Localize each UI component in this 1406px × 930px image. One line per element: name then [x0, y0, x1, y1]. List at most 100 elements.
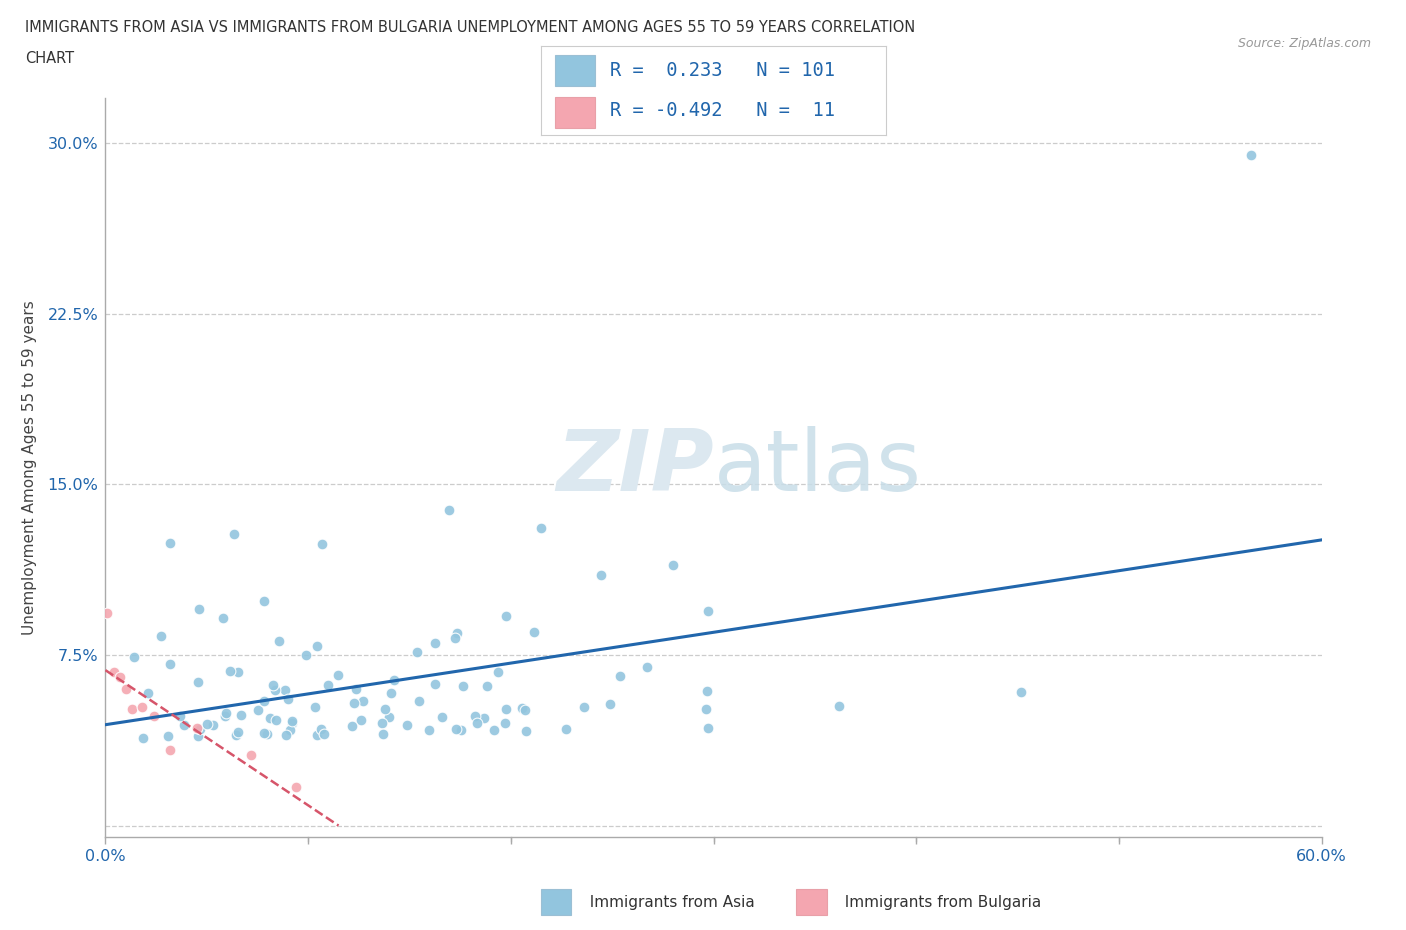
Point	[574, 699, 596, 714]
Point	[408, 694, 430, 709]
Text: CHART: CHART	[25, 51, 75, 66]
Point	[259, 711, 281, 725]
Point	[430, 710, 453, 724]
Text: R = -0.492   N =  11: R = -0.492 N = 11	[610, 101, 835, 121]
Point	[450, 723, 472, 737]
Point	[219, 664, 242, 679]
Point	[295, 648, 318, 663]
Point	[510, 701, 533, 716]
Point	[515, 724, 537, 738]
Point	[328, 668, 350, 683]
Point	[309, 721, 332, 736]
Point	[264, 712, 287, 727]
Point	[132, 731, 155, 746]
Point	[253, 593, 276, 608]
Point	[1240, 147, 1263, 162]
Point	[425, 636, 447, 651]
Point	[350, 712, 373, 727]
Point	[352, 694, 374, 709]
Point	[256, 726, 278, 741]
Point	[312, 727, 335, 742]
Point	[828, 699, 851, 714]
Point	[555, 722, 578, 737]
Point	[201, 717, 224, 732]
Point	[305, 639, 328, 654]
Point	[187, 675, 209, 690]
Point	[589, 568, 612, 583]
Point	[523, 624, 546, 639]
Point	[263, 683, 285, 698]
Point	[285, 779, 308, 794]
Point	[695, 684, 717, 698]
Point	[373, 726, 395, 741]
Point	[446, 626, 468, 641]
Point	[267, 633, 290, 648]
Point	[695, 701, 717, 716]
Point	[229, 707, 252, 722]
Point	[136, 685, 159, 700]
Point	[274, 727, 297, 742]
Point	[169, 709, 191, 724]
Point	[281, 716, 304, 731]
Point	[495, 608, 517, 623]
Point	[187, 729, 209, 744]
Text: R =  0.233   N = 101: R = 0.233 N = 101	[610, 61, 835, 80]
Point	[311, 537, 333, 551]
Point	[599, 697, 621, 711]
Text: Immigrants from Asia: Immigrants from Asia	[579, 895, 755, 910]
Point	[609, 668, 631, 683]
Point	[252, 694, 274, 709]
Text: Immigrants from Bulgaria: Immigrants from Bulgaria	[835, 895, 1042, 910]
Point	[304, 699, 326, 714]
Text: atlas: atlas	[713, 426, 921, 509]
Point	[226, 724, 249, 739]
Point	[214, 709, 236, 724]
Point	[515, 702, 537, 717]
Point	[215, 705, 238, 720]
Point	[662, 558, 685, 573]
Point	[465, 715, 488, 730]
Point	[280, 714, 302, 729]
Point	[159, 536, 181, 551]
Point	[343, 695, 366, 710]
Point	[188, 602, 211, 617]
Point	[374, 701, 396, 716]
Point	[246, 702, 269, 717]
Point	[382, 672, 405, 687]
Point	[495, 701, 517, 716]
FancyBboxPatch shape	[541, 889, 571, 915]
Point	[530, 521, 553, 536]
Point	[378, 710, 401, 724]
Point	[344, 682, 367, 697]
Point	[114, 682, 136, 697]
Point	[224, 527, 246, 542]
Point	[278, 723, 301, 737]
Point	[157, 728, 180, 743]
Point	[316, 678, 339, 693]
Point	[121, 702, 143, 717]
Point	[697, 721, 720, 736]
Point	[444, 631, 467, 645]
Point	[212, 611, 235, 626]
Point	[188, 722, 211, 737]
Point	[225, 727, 247, 742]
Point	[173, 718, 195, 733]
Point	[482, 723, 505, 737]
Point	[418, 723, 440, 737]
Point	[494, 716, 516, 731]
Point	[159, 657, 181, 671]
Point	[273, 683, 295, 698]
Text: ZIP: ZIP	[555, 426, 713, 509]
Point	[307, 728, 329, 743]
Point	[226, 665, 249, 680]
FancyBboxPatch shape	[555, 56, 595, 86]
Point	[474, 711, 496, 725]
Point	[195, 717, 218, 732]
Point	[149, 629, 172, 644]
Point	[340, 719, 363, 734]
Point	[464, 709, 486, 724]
Point	[277, 691, 299, 706]
Point	[240, 748, 263, 763]
Point	[425, 676, 447, 691]
Point	[108, 670, 131, 684]
